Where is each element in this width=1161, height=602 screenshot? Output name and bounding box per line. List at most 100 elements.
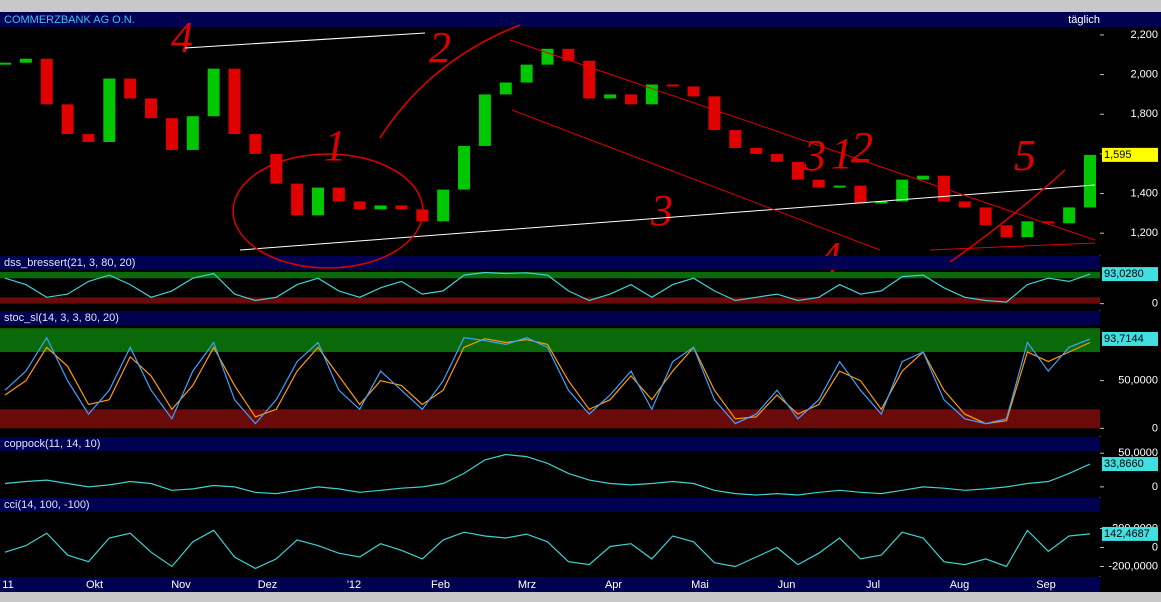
last-value-box bbox=[1102, 267, 1158, 282]
x-tick-label: 11 bbox=[2, 579, 13, 591]
panel-title-bar bbox=[0, 437, 1100, 451]
indicator-line bbox=[4, 453, 1091, 496]
candle bbox=[61, 104, 74, 135]
indicator-line bbox=[4, 338, 1091, 425]
candle bbox=[917, 175, 930, 180]
candle bbox=[1021, 221, 1034, 238]
last-value-label: 93,0280 bbox=[1104, 268, 1144, 280]
candle bbox=[771, 153, 784, 162]
y-tick-label: 50,0000 bbox=[1118, 375, 1158, 387]
annotation: 3 bbox=[650, 186, 673, 235]
y-tick-label: 2,000 bbox=[1130, 68, 1158, 80]
candle bbox=[750, 147, 763, 154]
candle bbox=[374, 205, 387, 210]
zone bbox=[0, 271, 1100, 279]
candle bbox=[875, 201, 888, 204]
candle bbox=[165, 118, 178, 150]
candle bbox=[791, 161, 804, 180]
last-value-box bbox=[1102, 147, 1158, 162]
x-tick-label: Nov bbox=[171, 579, 191, 591]
y-tick-label: 2,200 bbox=[1130, 29, 1158, 41]
trendline bbox=[184, 32, 426, 49]
panel-title: coppock(11, 14, 10) bbox=[4, 438, 100, 450]
candle bbox=[520, 64, 533, 83]
candle bbox=[311, 187, 324, 216]
x-axis-bar bbox=[0, 577, 1100, 592]
x-tick-label: Feb bbox=[431, 579, 450, 591]
panel-title: dss_bressert(21, 3, 80, 20) bbox=[4, 257, 135, 269]
panel-title: cci(14, 100, -100) bbox=[4, 499, 90, 511]
y-tick-label: 0 bbox=[1152, 422, 1158, 434]
trendline bbox=[509, 39, 1096, 241]
zone bbox=[0, 409, 1100, 429]
y-tick-label: 0 bbox=[1152, 481, 1158, 493]
annotation: 2 bbox=[429, 23, 451, 72]
candle bbox=[1042, 221, 1055, 224]
candle bbox=[562, 48, 575, 61]
candle bbox=[812, 179, 825, 188]
candle bbox=[854, 185, 867, 204]
y-tick-label: 1,800 bbox=[1130, 108, 1158, 120]
candle bbox=[833, 185, 846, 188]
y-tick-label: -200,0000 bbox=[1108, 560, 1158, 572]
x-tick-label: Mrz bbox=[518, 579, 536, 591]
candle bbox=[896, 179, 909, 202]
indicator-line bbox=[4, 529, 1091, 570]
candle bbox=[332, 187, 345, 202]
candle bbox=[395, 205, 408, 210]
y-tick-label: 1,200 bbox=[1130, 227, 1158, 239]
last-value-box bbox=[1102, 457, 1158, 472]
candle bbox=[979, 207, 992, 226]
panel-title-bar bbox=[0, 498, 1100, 512]
candle bbox=[207, 68, 220, 117]
annotation: 1 bbox=[324, 121, 346, 170]
candle bbox=[145, 98, 158, 119]
trendline bbox=[239, 184, 1096, 251]
candle bbox=[1000, 225, 1013, 238]
trendlines bbox=[184, 24, 1096, 269]
last-value-box bbox=[1102, 526, 1158, 541]
x-tick-label: Aug bbox=[950, 579, 970, 591]
panel-title-bar bbox=[0, 256, 1100, 270]
candle bbox=[729, 130, 742, 148]
candle bbox=[687, 86, 700, 97]
candle bbox=[458, 145, 471, 190]
trendline bbox=[511, 109, 881, 251]
x-tick-label: '12 bbox=[347, 579, 361, 591]
header-period: täglich bbox=[1068, 14, 1100, 26]
header-title: COMMERZBANK AG O.N. bbox=[4, 14, 135, 26]
candle bbox=[1063, 207, 1076, 224]
hand-circle bbox=[232, 153, 424, 269]
candle bbox=[604, 94, 617, 99]
y-tick-label: 0 bbox=[1152, 541, 1158, 553]
last-value-label: 1,595 bbox=[1104, 149, 1132, 161]
zone bbox=[0, 328, 1100, 353]
x-tick-label: Sep bbox=[1036, 579, 1056, 591]
candle bbox=[624, 94, 637, 105]
candle bbox=[499, 82, 512, 95]
candle bbox=[666, 84, 679, 87]
last-value-box bbox=[1102, 331, 1158, 346]
last-value-label: 33,8660 bbox=[1104, 458, 1144, 470]
candle bbox=[124, 78, 137, 99]
indicator-line bbox=[4, 271, 1091, 303]
candle bbox=[186, 116, 199, 150]
x-tick-label: Mai bbox=[691, 579, 709, 591]
candle bbox=[19, 58, 32, 63]
candle bbox=[541, 48, 554, 65]
annotation: 3 bbox=[803, 131, 826, 180]
header-bar bbox=[0, 12, 1161, 27]
candle bbox=[958, 201, 971, 208]
y-tick-label: 0 bbox=[1152, 298, 1158, 310]
annotation: 2 bbox=[851, 123, 873, 172]
candle bbox=[228, 68, 241, 135]
last-value-label: 93,7144 bbox=[1104, 333, 1144, 345]
candle bbox=[249, 134, 262, 154]
candle bbox=[82, 134, 95, 142]
candle bbox=[270, 153, 283, 184]
x-tick-label: Dez bbox=[258, 579, 278, 591]
x-tick-label: Jun bbox=[778, 579, 796, 591]
tab-bar bbox=[0, 592, 1161, 602]
